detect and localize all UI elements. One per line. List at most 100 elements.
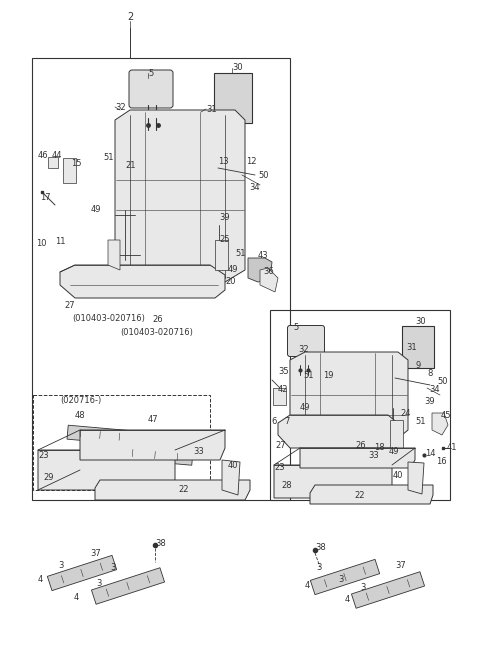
FancyBboxPatch shape — [129, 70, 173, 108]
Polygon shape — [117, 445, 193, 465]
Text: 10: 10 — [36, 239, 47, 247]
Text: 42: 42 — [278, 386, 288, 394]
Polygon shape — [408, 462, 424, 494]
Text: 23: 23 — [274, 462, 285, 472]
Text: 3: 3 — [338, 575, 343, 583]
Text: 32: 32 — [115, 102, 126, 112]
Text: 13: 13 — [218, 157, 228, 167]
Text: 39: 39 — [424, 398, 434, 407]
Text: 33: 33 — [368, 451, 379, 459]
Text: 15: 15 — [71, 159, 82, 167]
Text: 44: 44 — [52, 150, 62, 159]
Polygon shape — [432, 413, 448, 435]
Text: 46: 46 — [38, 152, 48, 161]
Text: 49: 49 — [91, 205, 101, 215]
Text: 18: 18 — [374, 443, 384, 453]
Text: 49: 49 — [389, 447, 399, 455]
Polygon shape — [108, 240, 120, 270]
Text: 33: 33 — [193, 447, 204, 455]
Text: (020716-): (020716-) — [60, 396, 101, 405]
Text: 38: 38 — [155, 539, 166, 548]
Text: 34: 34 — [429, 386, 440, 394]
Text: 48: 48 — [75, 411, 85, 420]
Polygon shape — [63, 158, 76, 183]
Text: 49: 49 — [300, 403, 311, 413]
Polygon shape — [390, 420, 403, 448]
Text: 37: 37 — [395, 562, 406, 571]
Text: 40: 40 — [393, 470, 404, 480]
Text: (010403-020716): (010403-020716) — [72, 314, 145, 323]
Bar — [270, 310, 450, 500]
Text: 3: 3 — [58, 560, 63, 569]
FancyBboxPatch shape — [288, 325, 324, 356]
Text: 41: 41 — [447, 443, 457, 453]
Text: 4: 4 — [345, 596, 350, 604]
Text: 19: 19 — [323, 371, 334, 380]
Polygon shape — [290, 352, 408, 445]
Text: 4: 4 — [74, 592, 79, 602]
Text: 38: 38 — [315, 544, 326, 552]
Polygon shape — [300, 448, 415, 468]
Text: 12: 12 — [246, 157, 256, 165]
Polygon shape — [38, 450, 175, 490]
Text: 9: 9 — [415, 361, 420, 371]
Text: 30: 30 — [415, 316, 426, 325]
Text: 50: 50 — [437, 377, 447, 386]
Polygon shape — [115, 110, 245, 285]
Polygon shape — [260, 268, 278, 292]
Text: 26: 26 — [355, 440, 366, 449]
Text: 40: 40 — [228, 462, 239, 470]
Text: 31: 31 — [206, 104, 216, 113]
Polygon shape — [273, 388, 286, 405]
Text: 3: 3 — [360, 583, 365, 592]
Polygon shape — [48, 556, 117, 590]
Text: 21: 21 — [125, 161, 135, 169]
Polygon shape — [310, 485, 433, 504]
Text: 6: 6 — [271, 417, 276, 426]
Polygon shape — [80, 430, 225, 460]
Bar — [32, 58, 290, 500]
Text: 17: 17 — [40, 192, 50, 201]
Text: 23: 23 — [38, 451, 48, 459]
Text: 51: 51 — [303, 371, 313, 380]
Text: 47: 47 — [148, 415, 158, 424]
Text: 34: 34 — [249, 182, 260, 192]
Polygon shape — [248, 258, 272, 282]
Text: 37: 37 — [90, 550, 101, 558]
Text: 50: 50 — [258, 171, 268, 180]
Text: 11: 11 — [55, 237, 65, 247]
Text: 3: 3 — [96, 579, 101, 588]
Polygon shape — [67, 425, 133, 445]
Polygon shape — [222, 460, 240, 495]
Text: 39: 39 — [219, 213, 229, 222]
Text: 7: 7 — [284, 417, 289, 426]
Text: 5: 5 — [148, 68, 153, 77]
Text: 51: 51 — [103, 154, 113, 163]
Text: 49: 49 — [228, 266, 239, 274]
Text: 28: 28 — [281, 480, 292, 489]
Polygon shape — [311, 560, 380, 594]
Text: 25: 25 — [219, 236, 229, 245]
Text: 35: 35 — [278, 367, 288, 377]
Text: 27: 27 — [64, 300, 74, 310]
Polygon shape — [48, 157, 58, 168]
Text: 8: 8 — [427, 369, 432, 377]
Text: 16: 16 — [436, 457, 446, 466]
Bar — [33, 395, 210, 490]
Polygon shape — [351, 572, 424, 608]
Text: (010403-020716): (010403-020716) — [120, 327, 193, 337]
Text: 20: 20 — [225, 277, 236, 287]
Text: 4: 4 — [305, 581, 310, 590]
Text: 24: 24 — [400, 409, 410, 417]
Text: 3: 3 — [110, 562, 115, 571]
Polygon shape — [95, 480, 250, 500]
Text: 3: 3 — [316, 562, 322, 571]
Text: 2: 2 — [127, 12, 133, 22]
Polygon shape — [278, 415, 400, 448]
Text: 29: 29 — [43, 472, 53, 482]
Text: 26: 26 — [152, 314, 163, 323]
Polygon shape — [215, 240, 228, 270]
Text: 4: 4 — [38, 575, 43, 584]
Text: 51: 51 — [415, 417, 425, 426]
FancyBboxPatch shape — [214, 73, 252, 123]
